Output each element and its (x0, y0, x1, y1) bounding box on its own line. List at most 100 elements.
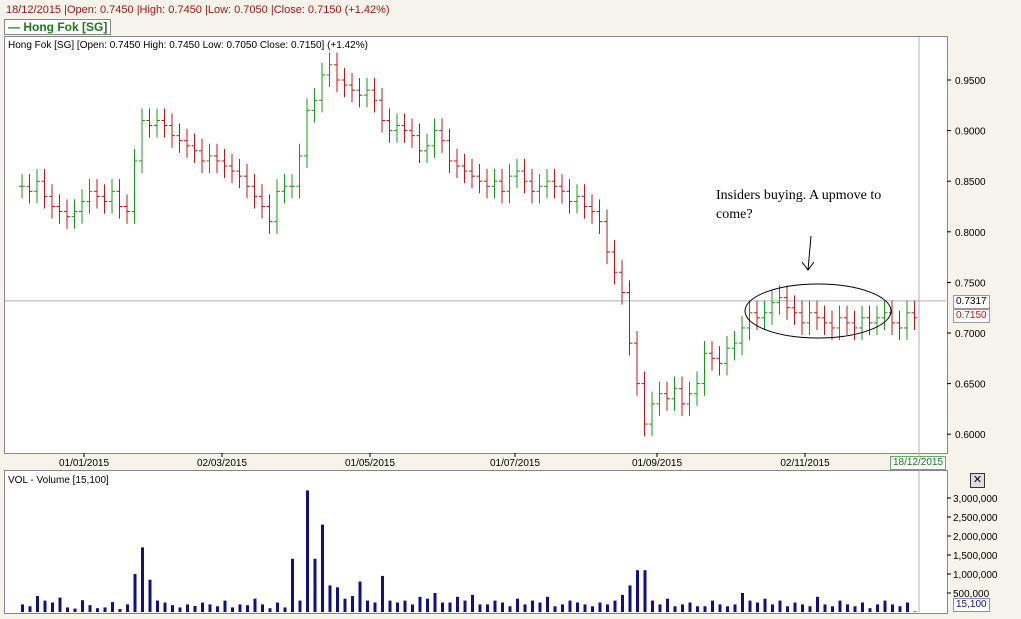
volume-bar (576, 602, 579, 612)
last-price-tag: 0.7150 (953, 309, 990, 323)
volume-bar (786, 606, 789, 612)
volume-bar (726, 606, 729, 612)
volume-bar (538, 602, 542, 612)
volume-bar (276, 602, 279, 612)
volume-bar (21, 604, 24, 612)
volume-bar (81, 600, 84, 612)
volume-bar (208, 604, 212, 612)
volume-bar (898, 606, 902, 612)
volume-bar (763, 598, 767, 612)
x-tick-label: 01/09/2015 (632, 458, 682, 469)
volume-bar (381, 575, 384, 612)
volume-bar (111, 602, 114, 612)
volume-bar (636, 570, 639, 612)
volume-tick-label: 500,000 (953, 589, 990, 600)
volume-bar (463, 600, 467, 612)
volume-bar (891, 604, 894, 612)
volume-bar (906, 602, 909, 612)
y-tick-label: 0.6000 (955, 430, 986, 441)
volume-bar (546, 596, 549, 612)
volume-panel[interactable]: VOL - Volume [15,100] (4, 470, 948, 614)
volume-bar (853, 606, 857, 612)
volume-bar (268, 608, 272, 612)
crosshair-date-tag: 18/12/2015 (890, 456, 947, 470)
volume-tick-label: 1,000,000 (953, 570, 998, 581)
price-panel[interactable]: Hong Fok [SG] [Open: 0.7450 High: 0.7450… (4, 36, 948, 454)
volume-bar (148, 579, 152, 612)
volume-bar (58, 597, 62, 612)
ohlc-summary: 18/12/2015 |Open: 0.7450 |High: 0.7450 |… (6, 4, 390, 16)
volume-bar (366, 600, 369, 612)
annotation-ellipse (744, 283, 892, 339)
volume-bar (231, 607, 234, 612)
volume-bar (313, 558, 317, 612)
y-tick-label: 0.8000 (955, 228, 986, 239)
volume-bar (756, 602, 759, 612)
volume-bar (358, 581, 362, 612)
volume-bar (696, 606, 699, 612)
volume-bar (388, 600, 392, 612)
volume-bar (441, 602, 444, 612)
volume-bar (28, 606, 32, 612)
volume-bar (343, 598, 347, 612)
volume-bar (156, 600, 159, 612)
volume-bar (373, 602, 377, 612)
x-tick-label: 01/05/2015 (345, 458, 395, 469)
volume-bar (253, 598, 257, 612)
volume-bar (403, 600, 407, 612)
volume-bar (613, 600, 617, 612)
volume-bar (688, 602, 692, 612)
volume-bar (336, 587, 339, 612)
volume-bar (351, 596, 354, 612)
volume-bar (598, 602, 602, 612)
annotation-text: Insiders buying. A upmove to come? (716, 188, 882, 222)
volume-bar (201, 602, 204, 612)
volume-bar (126, 604, 129, 612)
volume-bar (396, 602, 399, 612)
volume-bar (861, 602, 864, 612)
x-tick-label: 01/07/2015 (490, 458, 540, 469)
volume-bar (771, 604, 774, 612)
crosshair-value-tag: 0.7317 (953, 295, 990, 309)
volume-bar (51, 602, 54, 612)
y-tick-label: 0.7000 (955, 329, 986, 340)
volume-bar (36, 596, 39, 612)
volume-bar (876, 604, 879, 612)
volume-bar (628, 585, 632, 612)
volume-bar (186, 604, 189, 612)
price-panel-title: Hong Fok [SG] [Open: 0.7450 High: 0.7450… (8, 40, 368, 51)
volume-bar (523, 604, 527, 612)
volume-bar (801, 604, 804, 612)
volume-tick-label: 1,500,000 (953, 551, 998, 562)
y-tick-label: 0.8500 (955, 177, 986, 188)
volume-tick-label: 3,000,000 (953, 494, 998, 505)
volume-bar (501, 602, 504, 612)
volume-bar (306, 490, 309, 612)
y-tick-label: 0.7500 (955, 278, 986, 289)
volume-bar (88, 605, 92, 612)
volume-bar (831, 606, 834, 612)
close-panel-button[interactable]: ✕ (970, 473, 985, 488)
volume-bar (643, 570, 647, 612)
volume-bar (673, 606, 677, 612)
volume-bar (238, 604, 242, 612)
volume-bar (486, 604, 489, 612)
volume-bar (141, 547, 144, 612)
legend-line-icon: — (8, 20, 24, 34)
volume-bar (493, 600, 497, 612)
volume-bar (223, 600, 227, 612)
series-legend[interactable]: — Hong Fok [SG] (4, 19, 112, 35)
x-tick-label: 02/11/2015 (780, 458, 830, 469)
volume-bar (411, 604, 414, 612)
volume-bar (246, 605, 249, 612)
volume-bar (163, 602, 167, 612)
volume-bar (583, 604, 587, 612)
volume-bar (621, 594, 624, 612)
y-tick-label: 0.9000 (955, 127, 986, 138)
volume-bar (283, 607, 287, 612)
close-icon: ✕ (972, 474, 983, 486)
volume-bar (868, 608, 872, 612)
volume-bar (516, 598, 519, 612)
volume-bar (298, 600, 302, 612)
